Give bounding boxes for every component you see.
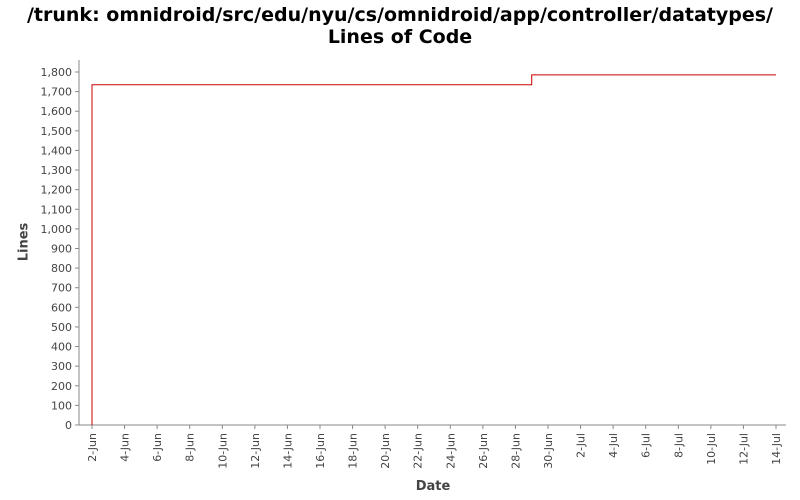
chart-subtitle: Lines of Code <box>327 26 473 48</box>
y-tick-label: 1,700 <box>41 86 73 99</box>
y-tick-label: 1,100 <box>41 203 73 216</box>
x-tick-label: 10-Jul <box>705 433 718 465</box>
y-tick-label: 1,000 <box>41 223 73 236</box>
y-tick-label: 100 <box>51 399 72 412</box>
y-tick-label: 1,300 <box>41 164 73 177</box>
chart-title: /trunk: omnidroid/src/edu/nyu/cs/omnidro… <box>26 4 773 26</box>
x-tick-label: 6-Jun <box>151 433 164 462</box>
y-axis-ticks: 0 100 200 300 400 500 600 700 800 900 1,000 1,100 1,… <box>41 66 79 432</box>
x-axis-ticks: 2-Jun 4-Jun 6-Jun 8-Jun 10-Jun 12-Jun 14-Jun 16… <box>86 425 783 469</box>
x-tick-label: 14-Jun <box>281 433 294 469</box>
y-tick-label: 900 <box>51 243 72 256</box>
y-tick-label: 400 <box>51 341 72 354</box>
x-tick-label: 8-Jul <box>672 433 685 458</box>
x-tick-label: 14-Jul <box>770 433 783 465</box>
x-tick-label: 2-Jul <box>575 433 588 458</box>
x-axis-title: Date <box>416 479 451 494</box>
y-axis-title: Lines <box>17 222 32 261</box>
x-tick-label: 4-Jul <box>607 433 620 458</box>
x-tick-label: 12-Jul <box>737 433 750 465</box>
y-tick-label: 700 <box>51 282 72 295</box>
plot-area <box>79 60 786 425</box>
x-tick-label: 8-Jun <box>184 433 197 462</box>
x-tick-label: 2-Jun <box>86 433 99 462</box>
x-tick-label: 30-Jun <box>542 433 555 469</box>
y-tick-label: 500 <box>51 321 72 334</box>
y-tick-label: 0 <box>65 419 72 432</box>
x-tick-label: 26-Jun <box>477 433 490 469</box>
y-tick-label: 1,800 <box>41 66 73 79</box>
y-tick-label: 1,600 <box>41 105 73 118</box>
y-tick-label: 1,400 <box>41 144 73 157</box>
y-tick-label: 200 <box>51 380 72 393</box>
x-tick-label: 28-Jun <box>509 433 522 469</box>
y-tick-label: 300 <box>51 360 72 373</box>
x-tick-label: 10-Jun <box>216 433 229 469</box>
y-tick-label: 1,500 <box>41 125 73 138</box>
y-tick-label: 800 <box>51 262 72 275</box>
x-tick-label: 6-Jul <box>640 433 653 458</box>
x-tick-label: 16-Jun <box>314 433 327 469</box>
x-tick-label: 18-Jun <box>347 433 360 469</box>
x-tick-label: 12-Jun <box>249 433 262 469</box>
y-tick-label: 1,200 <box>41 184 73 197</box>
x-tick-label: 24-Jun <box>444 433 457 469</box>
series-line-lines-of-code <box>91 74 776 425</box>
x-tick-label: 20-Jun <box>379 433 392 469</box>
x-tick-label: 4-Jun <box>119 433 132 462</box>
x-tick-label: 22-Jun <box>412 433 425 469</box>
y-tick-label: 600 <box>51 301 72 314</box>
